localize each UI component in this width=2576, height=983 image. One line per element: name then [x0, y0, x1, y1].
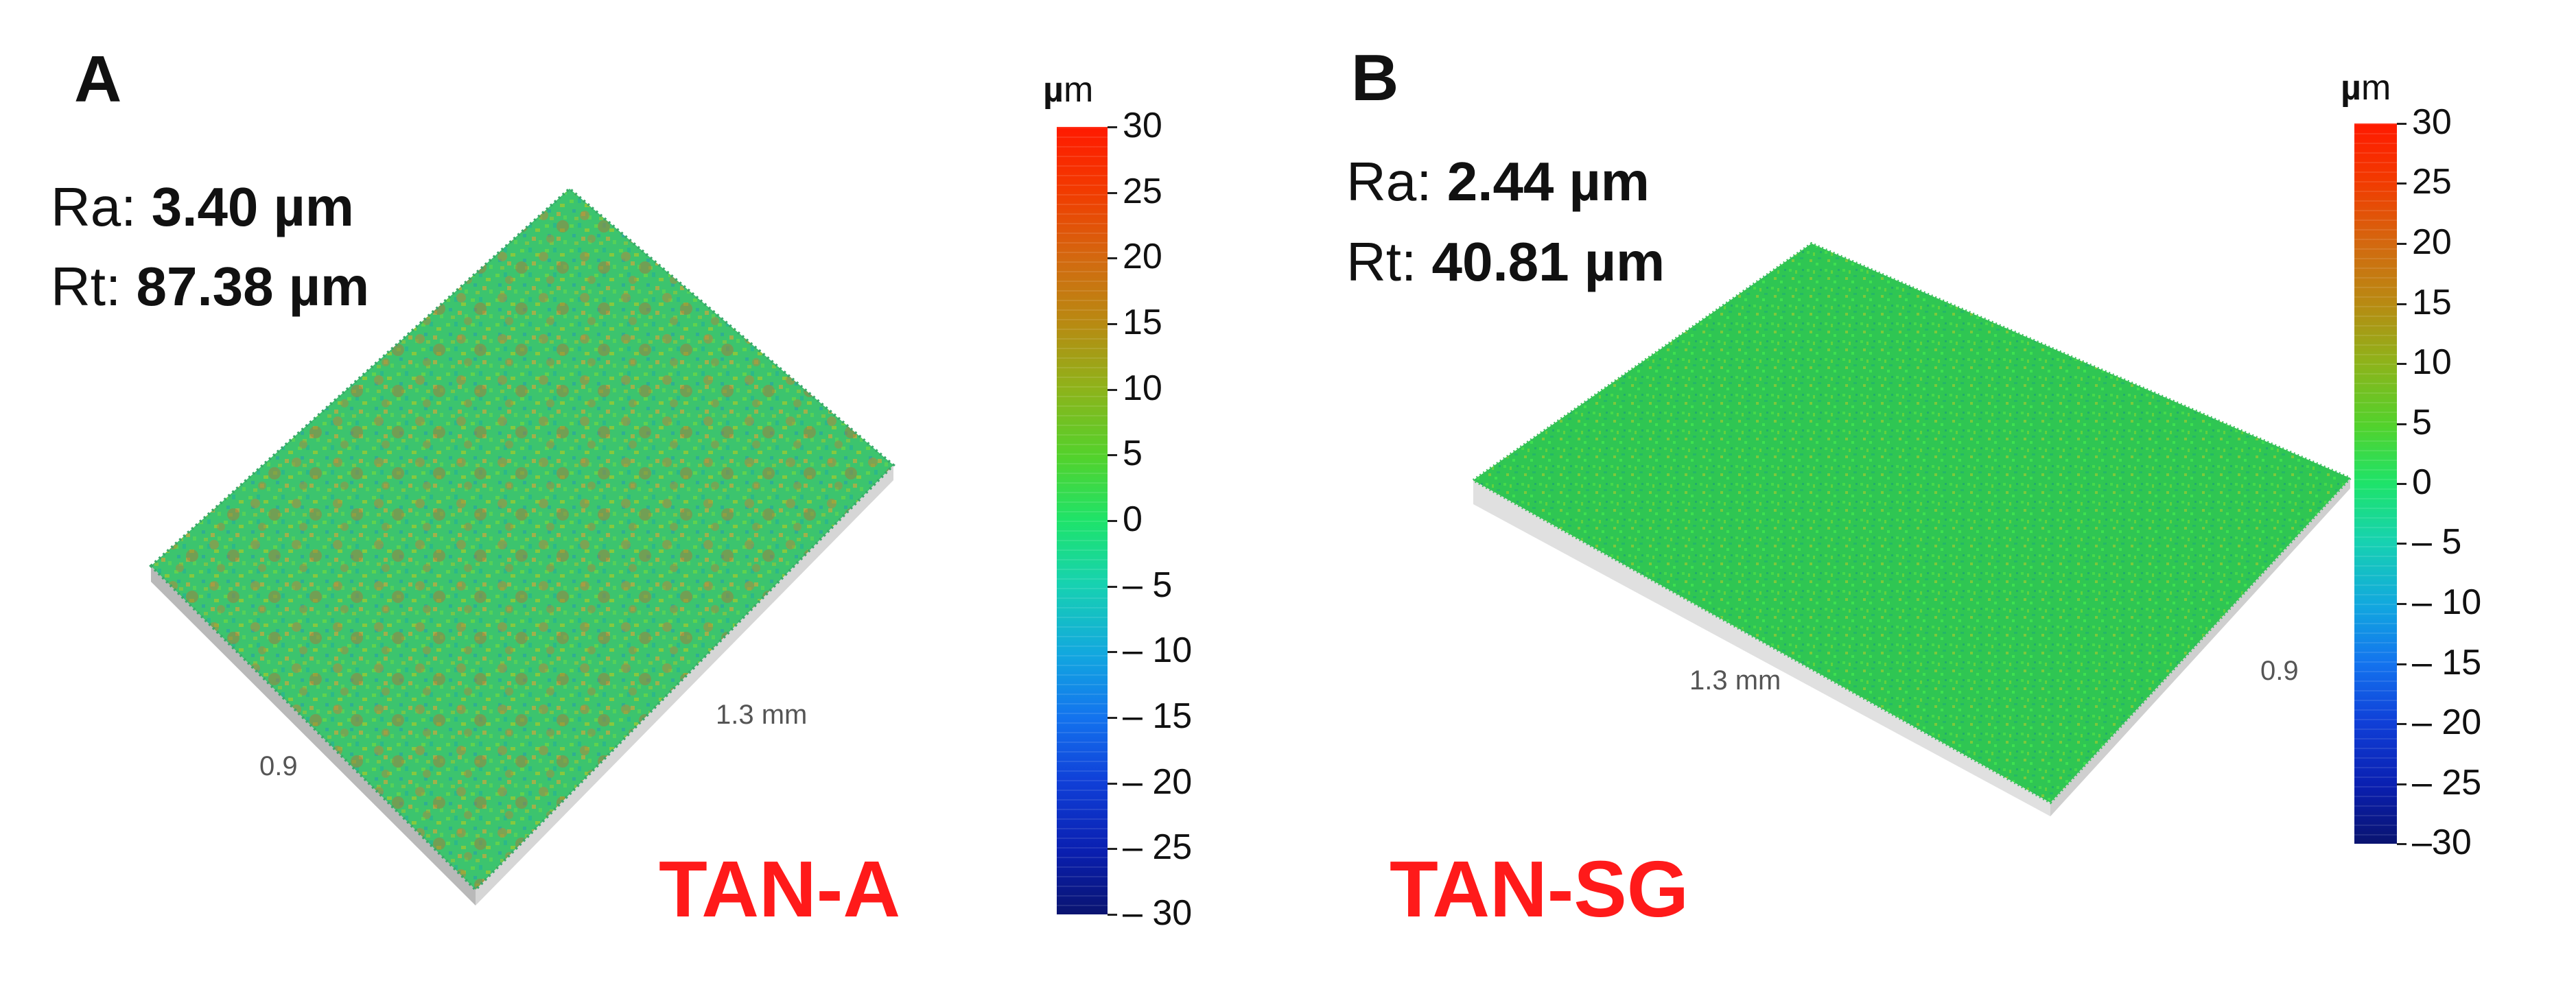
rt-metric-b: Rt: 40.81 µm: [1346, 235, 1665, 289]
surface-a-side-right: [476, 465, 893, 905]
ra-label: Ra:: [1346, 151, 1447, 212]
surface-topography-b: [1471, 241, 2353, 816]
surface-b-side-right: [2050, 478, 2350, 816]
colorbar-b: µm 30 25 20 15 10 5 0 – 5 – 10 – 15 – 20…: [2341, 68, 2482, 862]
surface-topography-a: [149, 187, 895, 905]
dimension-short-a: 0.9: [259, 751, 298, 781]
colorbar-gradient: [2354, 123, 2397, 844]
colorbar-unit-a: µm: [1043, 70, 1094, 110]
dimension-long-b: 1.3 mm: [1689, 665, 1781, 696]
panel-label-a: A: [74, 43, 122, 116]
rt-value: 87.38 µm: [136, 256, 370, 317]
rt-label: Rt:: [1346, 231, 1432, 292]
ra-label: Ra:: [51, 176, 152, 237]
sample-name-b: TAN-SG: [1390, 844, 1689, 934]
sample-name-a: TAN-A: [659, 844, 901, 934]
panel-label-b: B: [1351, 41, 1399, 115]
surface-a-side-left: [151, 566, 476, 905]
surface-b-top: [1473, 244, 2350, 803]
dimension-long-a: 1.3 mm: [716, 700, 808, 730]
panel-a: A Ra: 3.40 µm Rt: 87.38 µm 1.3 mm 0.9 TA…: [51, 43, 1193, 934]
colorbar-a: µm 30 25 20 15 10 5 0 – 5 – 10 – 15 – 20…: [1043, 70, 1193, 933]
surface-b-side-left: [1473, 480, 2050, 816]
rt-value: 40.81 µm: [1431, 231, 1665, 292]
colorbar-unit-b: µm: [2341, 68, 2391, 108]
ra-value: 3.40 µm: [151, 176, 354, 237]
panel-b: B Ra: 2.44 µm Rt: 40.81 µm 1.3 mm 0.9 TA…: [1288, 0, 2576, 983]
ra-value: 2.44 µm: [1447, 151, 1650, 212]
ra-metric-a: Ra: 3.40 µm: [51, 180, 354, 235]
rt-metric-a: Rt: 87.38 µm: [51, 259, 369, 314]
rt-label: Rt:: [51, 256, 137, 317]
colorbar-gradient: [1057, 127, 1108, 914]
dimension-short-b: 0.9: [2260, 656, 2299, 686]
ra-metric-b: Ra: 2.44 µm: [1346, 154, 1650, 209]
